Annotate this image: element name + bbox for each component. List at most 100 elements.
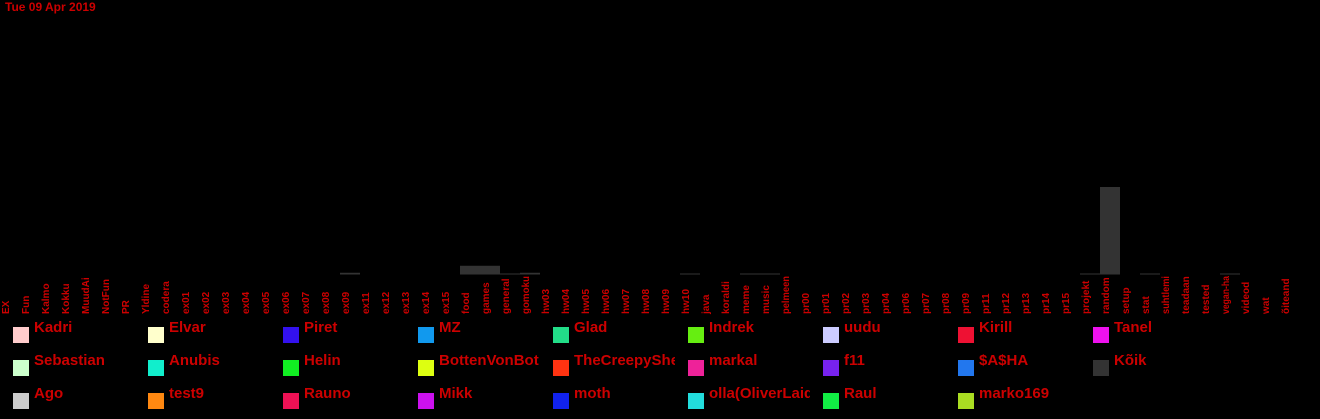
category-label: hw08 [641,289,652,314]
category-label: Yldine [141,284,152,314]
legend-name: Mikk [439,385,473,402]
category-label: ex13 [401,291,412,314]
category-label: MuudAi [81,277,92,314]
category-label: ex07 [301,291,312,314]
category-label: pr15 [1061,292,1072,314]
legend-swatch [553,327,569,343]
category-label: random [1101,277,1112,314]
category-label: PR [121,299,132,314]
legend-item: Glad [540,319,675,343]
bar-gomoku [520,272,540,275]
category-label: ex08 [321,291,332,314]
bar-meme [740,273,760,275]
category-label: Kokku [61,283,72,314]
category-label: meme [741,285,752,314]
bar-games [480,265,500,275]
category-label: pr02 [841,292,852,314]
category-label: setup [1121,287,1132,314]
bar-music [760,273,780,275]
category-label: wat [1261,297,1272,315]
category-label: pr03 [861,292,872,314]
legend-swatch [418,327,434,343]
category-label: pr08 [941,292,952,314]
legend-name: TheCreepyShe [574,352,675,369]
legend-name: Indrek [709,319,755,336]
bar-stat [1140,273,1160,275]
legend-swatch [958,360,974,376]
legend-item: Mikk [405,385,540,409]
category-label: ex11 [361,292,372,314]
legend-swatch [823,360,839,376]
category-label: hw05 [581,289,592,314]
legend-name: BottenVonBot [439,352,539,369]
legend-item: test9 [135,385,270,409]
category-label: ex14 [421,291,432,314]
legend: Kadri Elvar Piret MZ Glad Indrek uudu Kirill Tan… [0,318,1320,419]
legend-item: Indrek [675,319,810,343]
legend-swatch [418,360,434,376]
legend-item: marko169 [945,385,1080,409]
legend-swatch [553,360,569,376]
category-label: hw10 [681,289,692,314]
category-label: suhtlemi [1161,276,1172,314]
legend-swatch [688,327,704,343]
category-label: vegan-ha [1221,276,1232,314]
legend-swatch [283,327,299,343]
legend-name: markal [709,352,758,369]
category-label: java [701,294,712,315]
bar-random [1100,187,1120,275]
category-label: games [481,282,492,314]
legend-item: markal [675,352,810,376]
legend-name: Kõik [1114,352,1147,369]
legend-item: Kirill [945,319,1080,343]
category-label: pelmeen [781,276,792,314]
date-label: Tue 09 Apr 2019 [5,0,96,14]
category-label: Kalmo [41,283,52,314]
category-label: EX [1,300,12,314]
legend-item: Raul [810,385,945,409]
category-label: teadaan [1181,276,1192,314]
legend-item: uudu [810,319,945,343]
category-label: music [761,285,772,314]
legend-name: Ago [34,385,64,402]
legend-item: olla(OliverLaid [675,385,810,409]
bar-chart: EX Fun Kalmo Kokku MuudAi NotFun PR Yldine coder… [1,187,1292,315]
category-labels-group: EX Fun Kalmo Kokku MuudAi NotFun PR Yldine coder… [1,276,1292,315]
category-label: ex05 [261,291,272,314]
bar-vegan-ha [1220,273,1240,275]
legend-item: Kõik [1080,352,1215,376]
legend-name: $A$HA [979,352,1029,369]
legend-item: $A$HA [945,352,1080,376]
bar-ex09 [340,272,360,275]
legend-swatch [958,393,974,409]
category-label: pr01 [821,292,832,314]
legend-name: marko169 [979,385,1050,402]
legend-name: test9 [169,385,205,402]
legend-name: Sebastian [34,352,105,369]
legend-name: Rauno [304,385,351,402]
category-label: stat [1141,296,1152,314]
legend-swatch [283,393,299,409]
legend-swatch [148,360,164,376]
legend-name: Kadri [34,319,73,336]
legend-name: olla(OliverLaid [709,385,810,402]
legend-item: f11 [810,352,945,376]
legend-swatch [148,393,164,409]
legend-item: Piret [270,319,405,343]
category-label: ex01 [181,291,192,314]
category-label: pr13 [1021,292,1032,314]
legend-swatch [823,327,839,343]
category-label: gomoku [521,276,532,314]
legend-item: Anubis [135,352,270,376]
legend-name: moth [574,385,611,402]
category-label: ex15 [441,291,452,314]
category-label: projekt [1081,280,1092,314]
legend-swatch [13,327,29,343]
legend-name: MZ [439,319,461,336]
legend-swatch [688,360,704,376]
category-label: ex12 [381,291,392,314]
legend-swatch [1093,360,1109,376]
legend-item: Rauno [270,385,405,409]
bars-group [340,187,1240,275]
category-label: pr00 [801,292,812,314]
